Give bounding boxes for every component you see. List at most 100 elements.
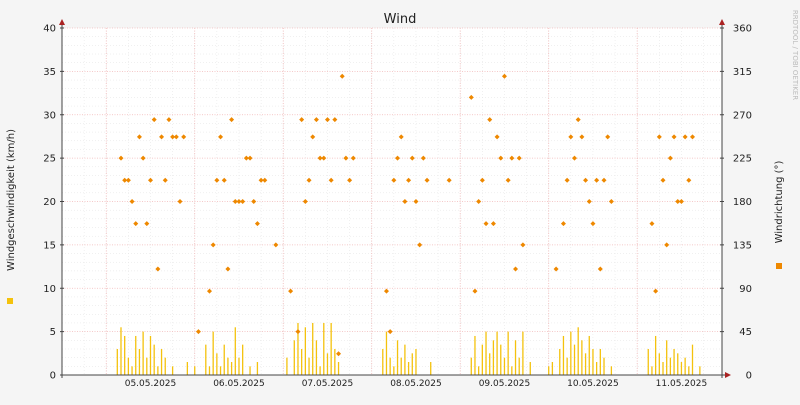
direction-point: [251, 199, 257, 204]
direction-point: [395, 155, 401, 161]
direction-point: [671, 134, 677, 140]
y-left-tick-label: 5: [50, 327, 56, 338]
direction-point: [608, 199, 614, 204]
y-right-tick-label: 315: [733, 67, 752, 78]
speed-bars: [116, 322, 701, 375]
direction-point: [472, 288, 478, 294]
direction-point: [568, 134, 574, 140]
direction-point: [328, 177, 334, 183]
direction-point: [494, 134, 500, 140]
y-left-tick-label: 20: [43, 197, 56, 208]
direction-point: [221, 177, 227, 183]
y-right-tick-label: 135: [733, 240, 752, 251]
direction-point: [306, 177, 312, 183]
y-axis-left-arrow: [59, 19, 65, 25]
direction-point: [479, 177, 485, 183]
direction-point: [313, 117, 319, 123]
y-axis-right-arrow: [719, 19, 725, 25]
direction-point: [597, 266, 603, 272]
direction-point: [332, 117, 338, 123]
direction-point: [302, 199, 308, 204]
grid: [61, 27, 722, 375]
direction-point: [690, 134, 696, 140]
direction-point: [262, 177, 268, 183]
direction-point: [513, 266, 519, 272]
direction-point: [678, 199, 684, 204]
direction-point: [575, 117, 581, 123]
direction-point: [505, 177, 511, 183]
direction-point: [147, 177, 153, 183]
direction-point: [177, 199, 183, 204]
direction-point: [667, 155, 673, 161]
direction-point: [254, 221, 260, 227]
y-axis-right-label: Windrichtung (°): [774, 161, 785, 244]
y-left-tick-label: 0: [50, 371, 56, 382]
direction-point: [590, 221, 596, 227]
direction-point: [210, 242, 216, 248]
direction-point: [170, 134, 176, 140]
direction-point: [387, 329, 393, 335]
direction-point: [225, 266, 231, 272]
direction-point: [686, 177, 692, 183]
direction-point: [446, 177, 452, 183]
x-tick-label: 10.05.2025: [567, 379, 619, 389]
direction-point: [347, 177, 353, 183]
x-tick-label: 09.05.2025: [479, 379, 531, 389]
direction-point: [273, 242, 279, 248]
direction-point: [653, 288, 659, 294]
direction-point: [649, 221, 655, 227]
direction-point: [324, 117, 330, 123]
direction-point: [214, 177, 220, 183]
direction-points: [118, 73, 696, 357]
direction-point: [166, 117, 172, 123]
direction-point: [402, 199, 408, 204]
direction-point: [159, 134, 165, 140]
direction-point: [206, 288, 212, 294]
direction-point: [660, 177, 666, 183]
direction-point: [424, 177, 430, 183]
direction-point: [288, 288, 294, 294]
direction-point: [675, 199, 681, 204]
y-left-tick-label: 25: [43, 154, 56, 165]
direction-point: [336, 351, 342, 357]
direction-point: [682, 134, 688, 140]
y-left-tick-label: 10: [43, 284, 56, 295]
direction-point: [583, 177, 589, 183]
direction-point: [310, 134, 316, 140]
direction-point: [140, 155, 146, 161]
direction-point: [133, 221, 139, 227]
direction-point: [553, 266, 559, 272]
direction-point: [601, 177, 607, 183]
y-axis-left-label: Windgeschwindigkeit (km/h): [6, 129, 17, 271]
direction-point: [420, 155, 426, 161]
direction-point: [498, 155, 504, 161]
chart-title: Wind: [384, 12, 417, 27]
x-axis-arrow: [725, 372, 731, 378]
direction-point: [501, 73, 507, 79]
direction-point: [409, 155, 415, 161]
x-tick-label: 05.05.2025: [125, 379, 177, 389]
direction-point: [218, 134, 224, 140]
direction-point: [295, 329, 301, 335]
direction-point: [490, 221, 496, 227]
direction-point: [118, 155, 124, 161]
y-right-tick-label: 45: [739, 327, 752, 338]
direction-point: [516, 155, 522, 161]
y-left-tick-label: 30: [43, 110, 56, 121]
direction-point: [520, 242, 526, 248]
direction-point: [240, 199, 246, 204]
direction-point: [299, 117, 305, 123]
direction-point: [144, 221, 150, 227]
direction-point: [343, 155, 349, 161]
direction-point: [122, 177, 128, 183]
speed-legend-swatch: [7, 298, 13, 304]
direction-point: [406, 177, 412, 183]
y-right-tick-label: 90: [739, 284, 752, 295]
direction-point: [468, 94, 474, 100]
direction-point: [383, 288, 389, 294]
x-tick-label: 06.05.2025: [213, 379, 265, 389]
direction-point: [350, 155, 356, 161]
y-right-tick-label: 360: [733, 24, 752, 35]
direction-point: [229, 117, 235, 123]
